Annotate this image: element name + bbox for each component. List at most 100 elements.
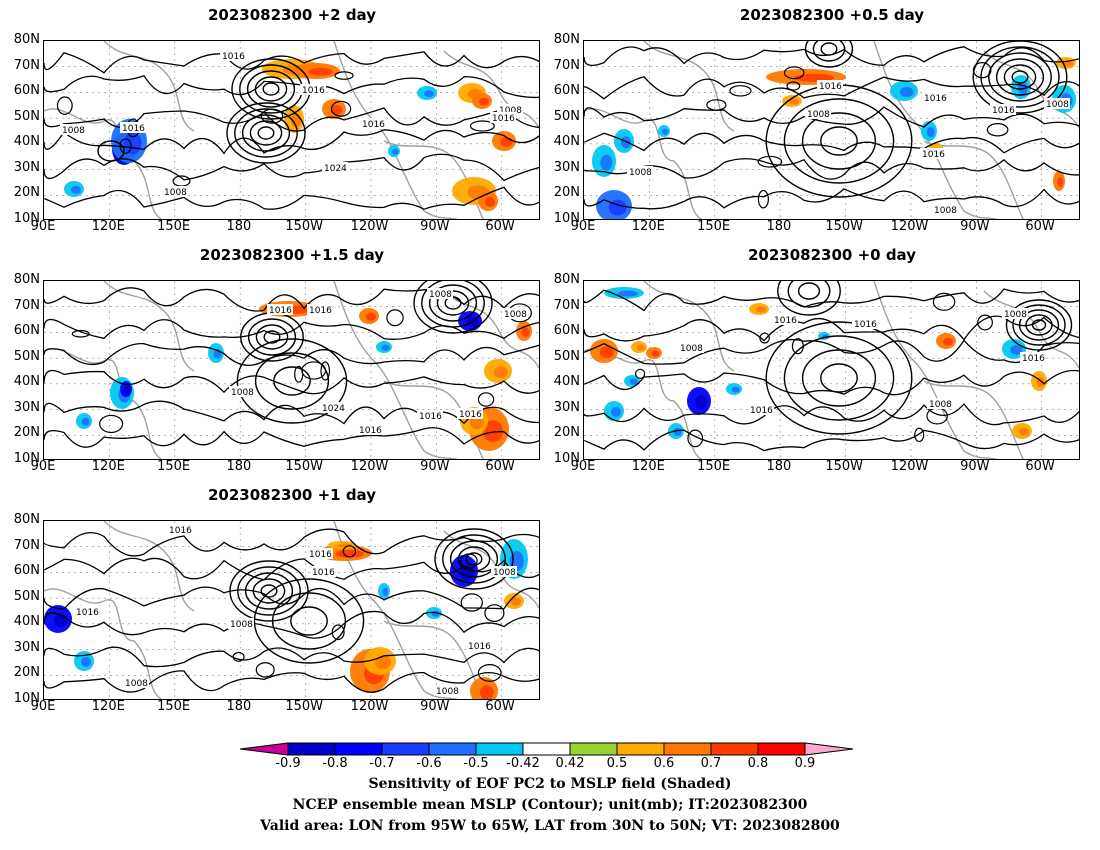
longitude-tick-label: 90E bbox=[570, 459, 596, 474]
colorbar-over-triangle bbox=[804, 742, 854, 756]
contour-label: 1016 bbox=[854, 320, 877, 330]
longitude-tick-label: 90W bbox=[420, 699, 450, 714]
contour-label: 1016 bbox=[819, 82, 842, 92]
latitude-tick-label: 70N bbox=[13, 57, 40, 73]
contour-label: 1016 bbox=[924, 94, 947, 104]
contour-label: 1016 bbox=[1022, 354, 1045, 364]
mslp-contours bbox=[44, 528, 539, 693]
colorbar-tick-label: -0.7 bbox=[369, 756, 395, 771]
longitude-tick-label: 150W bbox=[285, 219, 324, 234]
longitude-tick-label: 90E bbox=[30, 459, 56, 474]
longitude-tick-label: 180 bbox=[226, 699, 252, 714]
contour-label: 1008 bbox=[436, 687, 459, 697]
longitude-tick-label: 60W bbox=[1025, 459, 1055, 474]
latitude-tick-label: 60N bbox=[553, 323, 580, 339]
colorbar-tick-label: 0.5 bbox=[606, 756, 628, 771]
longitude-tick-label: 120E bbox=[631, 459, 665, 474]
longitude-tick-label: 180 bbox=[226, 459, 252, 474]
map-canvas: 1016 1016 1008 1008 1016 1016 1008 bbox=[584, 281, 1079, 459]
sensitivity-shading bbox=[590, 287, 1047, 439]
longitude-tick-label: 90E bbox=[30, 219, 56, 234]
latitude-tick-label: 80N bbox=[13, 512, 40, 527]
colorbar-segment bbox=[522, 742, 571, 756]
longitude-tick-label: 120W bbox=[890, 219, 929, 234]
longitude-tick-label: 120E bbox=[91, 699, 125, 714]
contour-label: 1008 bbox=[429, 290, 452, 300]
grid-lines bbox=[584, 281, 1079, 459]
colorbar-tick-label: -0.6 bbox=[416, 756, 442, 771]
longitude-tick-label: 90W bbox=[420, 459, 450, 474]
colorbar-segment bbox=[710, 742, 759, 756]
colorbar-segment bbox=[475, 742, 524, 756]
colorbar-under-triangle bbox=[239, 742, 289, 756]
latitude-tick-label: 70N bbox=[13, 537, 40, 553]
contour-label: 1008 bbox=[629, 168, 652, 178]
colorbar-segment bbox=[569, 742, 618, 756]
contour-label: 1016 bbox=[750, 406, 773, 416]
map-canvas: 1016 1008 1016 1016 1008 1016 1008 1008 bbox=[584, 41, 1079, 219]
longitude-tick-label: 120W bbox=[350, 219, 389, 234]
contour-label: 1008 bbox=[807, 110, 830, 120]
contour-label: 1016 bbox=[459, 410, 482, 420]
longitude-tick-label: 150W bbox=[825, 219, 864, 234]
longitude-tick-label: 90E bbox=[570, 219, 596, 234]
contour-label: 1016 bbox=[122, 124, 145, 134]
latitude-tick-label: 80N bbox=[553, 32, 580, 47]
map-canvas: 1016 1016 1008 1008 1008 1024 1016 1016 1016 bbox=[44, 281, 539, 459]
longitude-tick-label: 120W bbox=[350, 459, 389, 474]
contour-label: 1016 bbox=[309, 306, 332, 316]
contour-label: 1008 bbox=[1046, 100, 1069, 110]
contour-label: 1008 bbox=[230, 620, 253, 630]
longitude-tick-label: 150W bbox=[285, 699, 324, 714]
sensitivity-shading bbox=[64, 59, 516, 211]
latitude-tick-label: 50N bbox=[13, 108, 40, 124]
colorbar-segment bbox=[334, 742, 383, 756]
colorbar-segment bbox=[757, 742, 806, 756]
colorbar-segment bbox=[381, 742, 430, 756]
contour-label: 1016 bbox=[362, 120, 385, 130]
longitude-tick-label: 150E bbox=[697, 219, 731, 234]
contour-label: 1024 bbox=[324, 164, 347, 174]
longitude-tick-label: 150E bbox=[157, 699, 191, 714]
contour-label: 1008 bbox=[929, 400, 952, 410]
longitude-tick-label: 90W bbox=[960, 219, 990, 234]
map-plot: 1016 1016 1008 1008 1008 1024 1016 1016 1016 bbox=[43, 280, 540, 460]
latitude-tick-label: 60N bbox=[13, 323, 40, 339]
longitude-tick-label: 120W bbox=[350, 699, 389, 714]
contour-label: 1016 bbox=[312, 568, 335, 578]
latitude-tick-label: 80N bbox=[13, 32, 40, 47]
contour-label: 1008 bbox=[934, 206, 957, 216]
latitude-tick-label: 50N bbox=[553, 348, 580, 364]
latitude-tick-label: 60N bbox=[13, 83, 40, 99]
colorbar-tick-label: -0.8 bbox=[322, 756, 348, 771]
contour-label: 1008 bbox=[125, 679, 148, 689]
panel-title: 2023082300 +2 day bbox=[208, 6, 376, 24]
colorbar-segment bbox=[663, 742, 712, 756]
latitude-tick-label: 30N bbox=[553, 399, 580, 415]
colorbar-segment bbox=[287, 742, 336, 756]
latitude-tick-label: 60N bbox=[553, 83, 580, 99]
colorbar-tick-label: 0.9 bbox=[794, 756, 816, 771]
longitude-tick-label: 60W bbox=[1025, 219, 1055, 234]
latitude-tick-label: 50N bbox=[553, 108, 580, 124]
latitude-tick-label: 20N bbox=[13, 425, 40, 441]
colorbar-segment bbox=[616, 742, 665, 756]
longitude-tick-label: 60W bbox=[485, 699, 515, 714]
longitude-tick-label: 120E bbox=[91, 459, 125, 474]
longitude-tick-label: 120W bbox=[890, 459, 929, 474]
latitude-tick-label: 30N bbox=[13, 399, 40, 415]
latitude-tick-label: 10N bbox=[13, 451, 40, 466]
map-plot: 1016 1016 1016 1016 1008 1008 1024 1008 1016 bbox=[43, 40, 540, 220]
contour-label: 1008 bbox=[493, 568, 516, 578]
contour-label: 1016 bbox=[169, 526, 192, 536]
latitude-tick-label: 60N bbox=[13, 563, 40, 579]
contour-label: 1024 bbox=[322, 404, 345, 414]
colorbar bbox=[239, 741, 862, 760]
contour-label: 1016 bbox=[222, 52, 245, 62]
latitude-tick-label: 40N bbox=[553, 374, 580, 390]
contour-label: 1008 bbox=[231, 388, 254, 398]
latitude-tick-label: 20N bbox=[13, 185, 40, 201]
latitude-tick-label: 70N bbox=[553, 297, 580, 313]
longitude-tick-label: 60W bbox=[485, 459, 515, 474]
longitude-tick-label: 90W bbox=[420, 219, 450, 234]
